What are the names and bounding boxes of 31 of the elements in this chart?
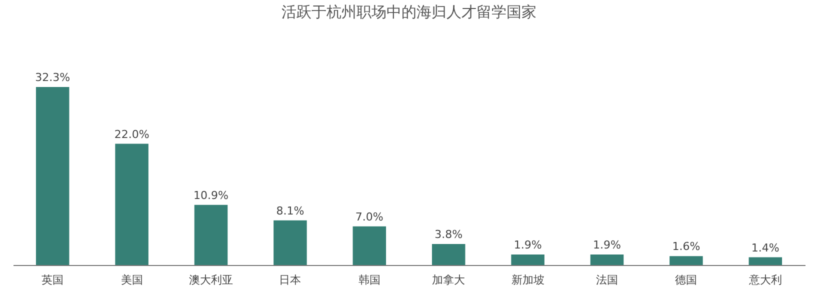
- data-label: 1.6%: [672, 240, 700, 254]
- bar: [432, 244, 466, 265]
- x-tick-label: 加拿大: [432, 274, 466, 286]
- data-label: 22.0%: [114, 128, 150, 141]
- bar: [511, 254, 544, 265]
- x-tick-label: 韩国: [358, 274, 380, 286]
- x-tick-label: 日本: [279, 274, 302, 286]
- bar: [352, 226, 386, 265]
- data-label: 8.1%: [276, 204, 304, 218]
- bar: [115, 144, 148, 265]
- bar: [670, 256, 703, 265]
- bar: [36, 87, 70, 265]
- x-tick-label: 新加坡: [511, 274, 544, 286]
- x-tick-label: 意大利: [748, 274, 782, 286]
- data-label: 1.9%: [593, 238, 621, 252]
- bar: [274, 220, 307, 265]
- data-label: 7.0%: [355, 210, 384, 224]
- x-tick-label: 德国: [675, 274, 698, 286]
- x-tick-label: 英国: [42, 274, 64, 286]
- data-label: 32.3%: [35, 71, 70, 84]
- data-label: 3.8%: [434, 228, 463, 242]
- x-tick-label: 澳大利亚: [189, 274, 233, 286]
- bar: [194, 204, 228, 265]
- data-label: 1.9%: [514, 238, 542, 252]
- data-label: 10.9%: [194, 188, 228, 202]
- bar: [590, 254, 624, 265]
- x-tick-label: 法国: [596, 274, 618, 286]
- data-label: 1.4%: [751, 241, 780, 254]
- bar: [748, 257, 782, 265]
- x-tick-label: 美国: [120, 274, 143, 286]
- chart-title: 活跃于杭州职场中的海归人才留学国家: [282, 3, 536, 21]
